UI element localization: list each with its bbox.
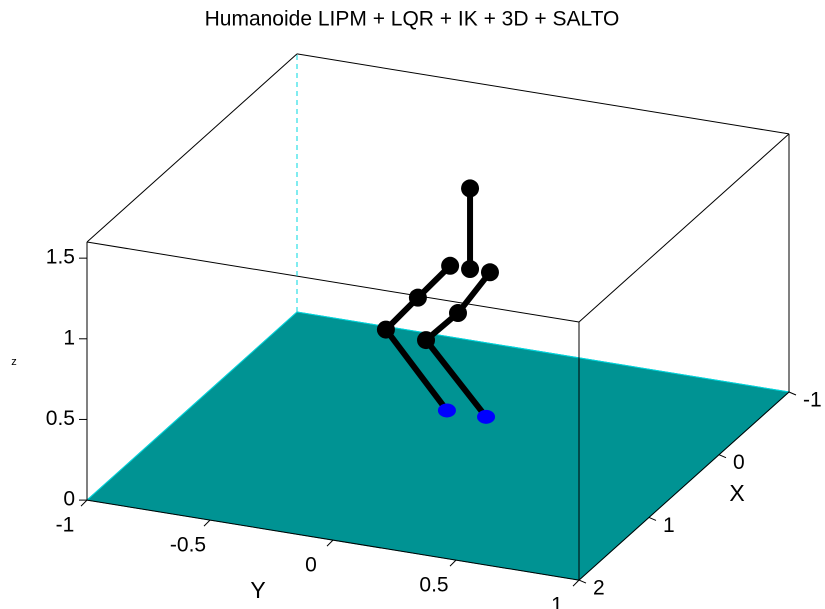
joint-marker: [408, 288, 427, 307]
x-tick-label: 2: [593, 577, 605, 600]
y-tick: [572, 579, 580, 587]
limb: [421, 270, 493, 419]
x-tick: [718, 454, 727, 459]
x-tick: [578, 579, 587, 584]
joint-marker: [461, 260, 480, 279]
foot-marker: [477, 409, 496, 424]
z-tick-label: 0.5: [46, 407, 75, 430]
y-tick-label: 0.5: [419, 574, 448, 597]
chart-title: Humanoide LIPM + LQR + IK + 3D + SALTO: [205, 8, 620, 31]
box-edge: [578, 391, 790, 581]
y-axis-label: Y: [250, 577, 265, 603]
box-edge: [296, 53, 790, 135]
y-tick-label: 1: [551, 594, 563, 609]
y-tick: [326, 539, 334, 547]
joint-marker: [376, 320, 395, 339]
joint-marker: [480, 263, 499, 282]
z-tick-label: 1: [63, 326, 75, 349]
y-tick-label: -1: [56, 514, 75, 537]
box-edge: [86, 241, 580, 323]
z-tick-label: 1.5: [46, 246, 75, 269]
x-tick-label: 0: [733, 451, 745, 474]
y-tick: [449, 559, 457, 567]
joint-marker: [461, 179, 480, 198]
y-tick: [80, 499, 88, 507]
x-tick-label: -1: [803, 389, 822, 412]
y-tick-label: 0: [305, 554, 317, 577]
limb: [381, 263, 453, 413]
floor-edge: [86, 311, 298, 501]
box-edge: [86, 53, 298, 243]
x-tick: [788, 391, 797, 396]
joint-marker: [417, 331, 436, 350]
y-tick: [203, 519, 211, 527]
y-tick-label: -0.5: [170, 534, 206, 557]
foot-marker: [437, 403, 456, 418]
joint-marker: [441, 256, 460, 275]
z-tick-label: 0: [63, 488, 75, 511]
x-tick-label: 1: [663, 514, 675, 537]
joint-marker: [448, 304, 467, 323]
x-tick: [648, 516, 657, 521]
box-edge: [578, 133, 790, 323]
z-axis-label: z: [11, 356, 17, 368]
x-axis-label: X: [729, 480, 744, 506]
